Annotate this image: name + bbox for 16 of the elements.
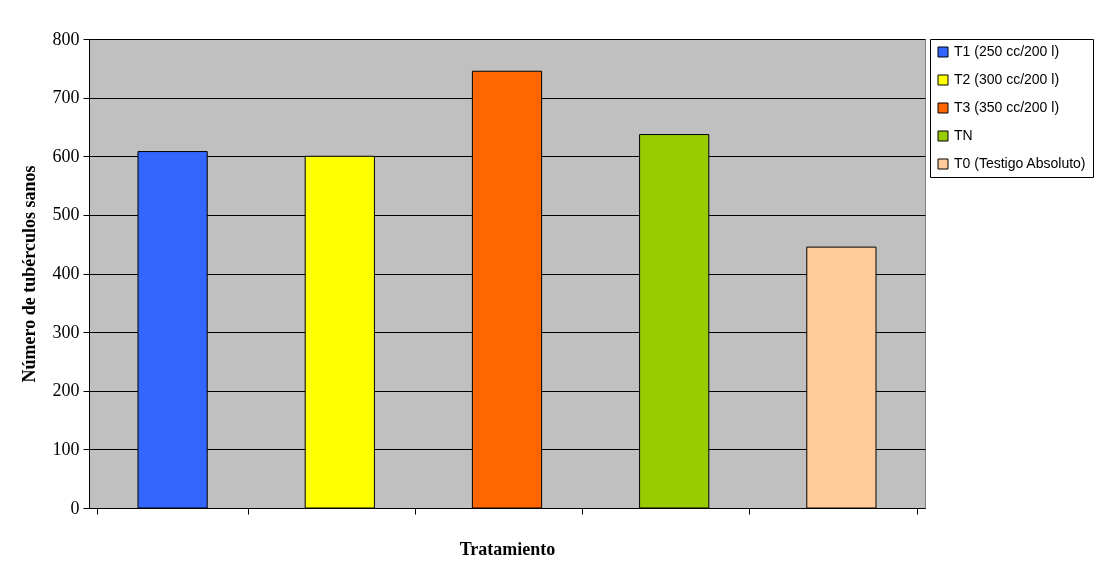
y-tick-label: 700 [52, 87, 80, 108]
y-tick-label: 400 [52, 263, 80, 283]
y-tick-label: 200 [52, 380, 80, 401]
y-tick-label: 300 [52, 321, 80, 342]
y-axis-title: Número de tubérculos sanos [18, 165, 39, 383]
y-tick-label: 100 [52, 438, 80, 459]
legend-label: TN [954, 127, 973, 143]
legend-label: T1 (250 cc/200 l) [954, 43, 1060, 59]
y-tick-label: 800 [52, 28, 80, 49]
legend-label: T2 (300 cc/200 l) [954, 71, 1060, 87]
y-tick-label: 500 [52, 204, 80, 225]
x-axis-title: Tratamiento [459, 538, 556, 559]
legend-label: T0 (Testigo Absoluto) [954, 155, 1086, 171]
y-tick-label: 0 [70, 497, 80, 518]
y-tick-label: 600 [52, 145, 80, 166]
legend-label: T3 (350 cc/200 l) [954, 99, 1060, 115]
